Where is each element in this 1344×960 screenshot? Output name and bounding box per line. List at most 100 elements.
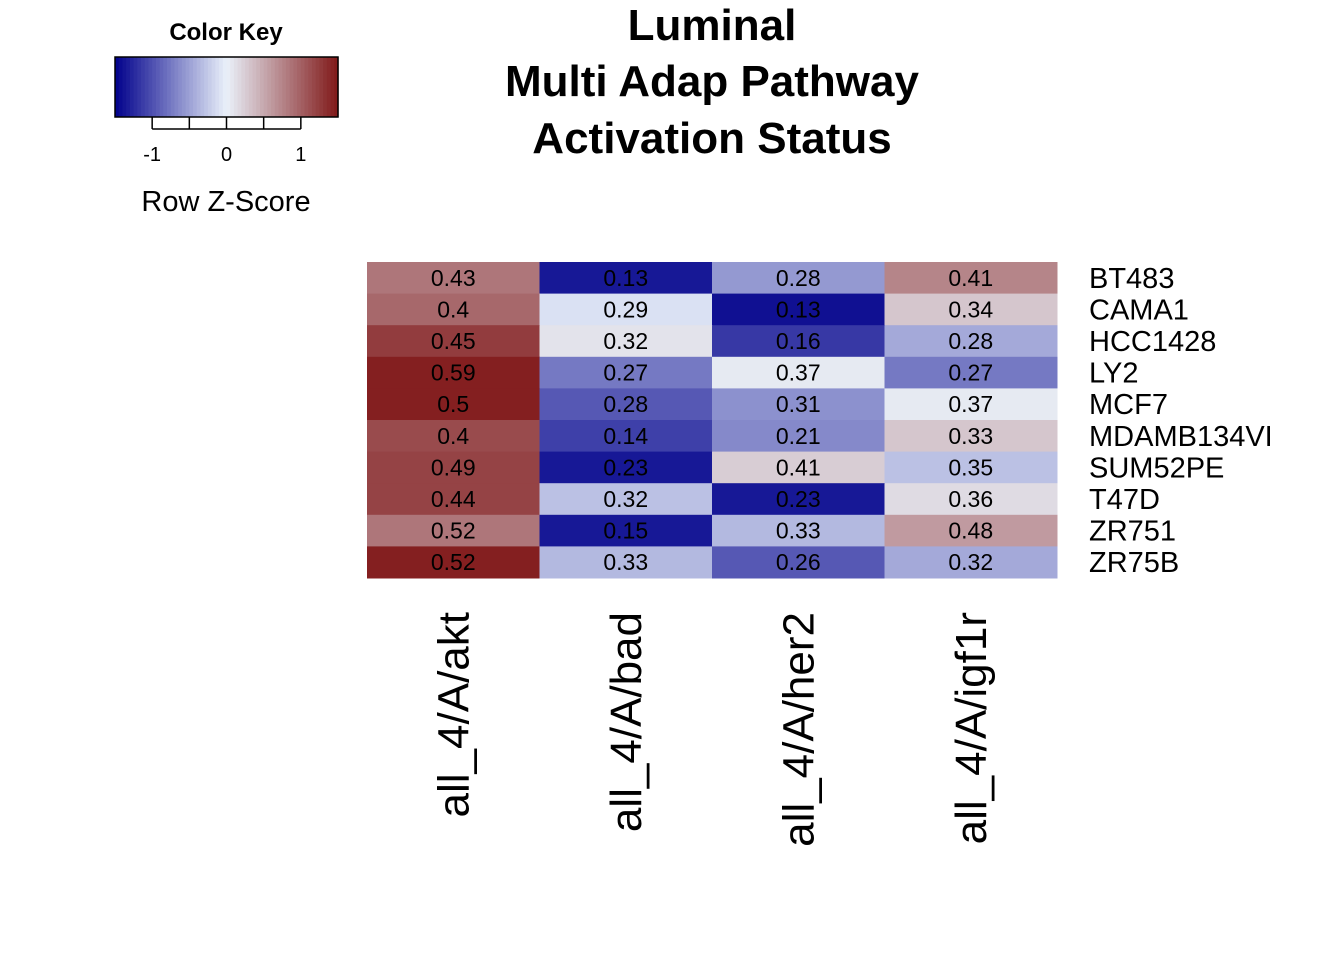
heatmap-cell-label: 0.4 bbox=[437, 423, 469, 449]
heatmap-cell bbox=[539, 325, 713, 358]
heatmap-cell bbox=[539, 514, 713, 547]
heatmap-cell-label: 0.41 bbox=[948, 265, 993, 291]
color-key-swatch bbox=[215, 57, 220, 117]
heatmap-cell-label: 0.52 bbox=[431, 549, 476, 575]
color-key-swatch bbox=[126, 57, 131, 117]
title-line-2: Multi Adap Pathway bbox=[505, 57, 919, 106]
heatmap-cell bbox=[712, 262, 885, 295]
color-key-swatch bbox=[207, 57, 213, 117]
color-key-swatch bbox=[152, 57, 157, 117]
color-key-axis: -1 0 1 bbox=[143, 117, 306, 166]
color-key-swatch bbox=[193, 57, 198, 117]
color-key-swatch bbox=[129, 57, 135, 117]
color-key-swatch bbox=[237, 57, 242, 117]
heatmap-cell-label: 0.28 bbox=[603, 391, 648, 417]
heatmap-cell-label: 0.5 bbox=[437, 391, 469, 417]
heatmap-cell-label: 0.27 bbox=[603, 360, 648, 386]
heatmap-cell bbox=[712, 356, 885, 389]
heatmap-cell bbox=[884, 514, 1058, 547]
row-label: LY2 bbox=[1089, 358, 1138, 390]
heatmap-cell bbox=[539, 262, 713, 295]
heatmap-cell bbox=[712, 514, 885, 547]
color-key-swatch bbox=[233, 57, 239, 117]
color-key-swatch bbox=[170, 57, 176, 117]
color-key-swatch bbox=[141, 57, 146, 117]
heatmap-cell bbox=[367, 483, 540, 516]
color-key-swatch bbox=[185, 57, 190, 117]
color-key-axis-label: Row Z-Score bbox=[141, 186, 310, 218]
color-key-swatch bbox=[245, 57, 250, 117]
heatmap-cell-label: 0.52 bbox=[431, 518, 476, 544]
color-key-swatch bbox=[189, 57, 194, 117]
color-key-title: Color Key bbox=[169, 19, 283, 46]
heatmap-cell bbox=[884, 388, 1058, 421]
heatmap-cell-label: 0.35 bbox=[948, 454, 993, 480]
color-key-swatch bbox=[282, 57, 287, 117]
color-key-swatch bbox=[118, 57, 124, 117]
color-key-swatch bbox=[226, 57, 231, 117]
heatmap-cell bbox=[712, 325, 885, 358]
color-key-swatch bbox=[285, 57, 291, 117]
heatmap-cell bbox=[539, 420, 713, 453]
heatmap-cell bbox=[884, 325, 1058, 358]
color-key-swatch bbox=[304, 57, 309, 117]
color-key-swatch bbox=[297, 57, 302, 117]
heatmap-cell-label: 0.34 bbox=[948, 296, 993, 322]
heatmap-cell bbox=[367, 262, 540, 295]
heatmap-cell-label: 0.31 bbox=[776, 391, 821, 417]
heatmap-cell-label: 0.4 bbox=[437, 296, 469, 322]
heatmap-cell bbox=[884, 262, 1058, 295]
color-key-swatch bbox=[289, 57, 294, 117]
color-key-swatch bbox=[308, 57, 313, 117]
color-key-swatch bbox=[163, 57, 168, 117]
heatmap-cell bbox=[884, 420, 1058, 453]
heatmap-cell-label: 0.26 bbox=[776, 549, 821, 575]
heatmap-cell-label: 0.23 bbox=[603, 454, 648, 480]
heatmap-cell-label: 0.32 bbox=[603, 328, 648, 354]
heatmap-cell-label: 0.29 bbox=[603, 296, 648, 322]
color-key-swatch bbox=[267, 57, 272, 117]
heatmap-cell bbox=[712, 546, 885, 579]
heatmap-cell bbox=[539, 293, 713, 326]
column-labels: all_4/A/akt all_4/A/bad all_4/A/her2 all_4/… bbox=[429, 612, 996, 847]
color-key-swatch bbox=[155, 57, 161, 117]
heatmap-cell bbox=[367, 293, 540, 326]
heatmap-cell-label: 0.23 bbox=[776, 486, 821, 512]
color-key-swatch bbox=[293, 57, 298, 117]
column-label: all_4/A/igf1r bbox=[947, 612, 996, 844]
color-key-swatch bbox=[115, 57, 120, 117]
heatmap-cell-label: 0.16 bbox=[776, 328, 821, 354]
color-key-swatch bbox=[323, 57, 328, 117]
color-key-gradient bbox=[115, 57, 339, 117]
heatmap-cell bbox=[367, 356, 540, 389]
chart-title: Luminal Multi Adap Pathway Activation St… bbox=[505, 1, 919, 163]
heatmap-cell-label: 0.33 bbox=[776, 518, 821, 544]
heatmap-cell bbox=[712, 388, 885, 421]
row-label: BT483 bbox=[1089, 263, 1174, 295]
color-key-swatch bbox=[278, 57, 283, 117]
heatmap-cell-label: 0.27 bbox=[948, 360, 993, 386]
color-key-swatch bbox=[137, 57, 142, 117]
heatmap-cell-label: 0.33 bbox=[603, 549, 648, 575]
heatmap-cell-label: 0.14 bbox=[603, 423, 648, 449]
heatmap-cell-label: 0.32 bbox=[948, 549, 993, 575]
heatmap-cell bbox=[884, 451, 1058, 484]
row-labels: BT483CAMA1HCC1428LY2MCF7MDAMB134VISUM52P… bbox=[1089, 263, 1273, 579]
heatmap-cell bbox=[884, 293, 1058, 326]
title-line-1: Luminal bbox=[628, 1, 797, 50]
color-key-swatch bbox=[211, 57, 216, 117]
heatmap-cell bbox=[539, 483, 713, 516]
heatmap-cell bbox=[884, 483, 1058, 516]
column-label: all_4/A/akt bbox=[429, 612, 478, 817]
color-key-swatch bbox=[274, 57, 280, 117]
heatmap-cell bbox=[712, 293, 885, 326]
color-key-swatch bbox=[319, 57, 324, 117]
heatmap-cell-label: 0.36 bbox=[948, 486, 993, 512]
heatmap-cell-label: 0.59 bbox=[431, 360, 476, 386]
color-key-swatch bbox=[315, 57, 321, 117]
heatmap-cell-label: 0.28 bbox=[776, 265, 821, 291]
color-key-swatch bbox=[181, 57, 187, 117]
color-key-tick-label: 0 bbox=[221, 144, 232, 166]
row-label: MDAMB134VI bbox=[1089, 421, 1273, 453]
